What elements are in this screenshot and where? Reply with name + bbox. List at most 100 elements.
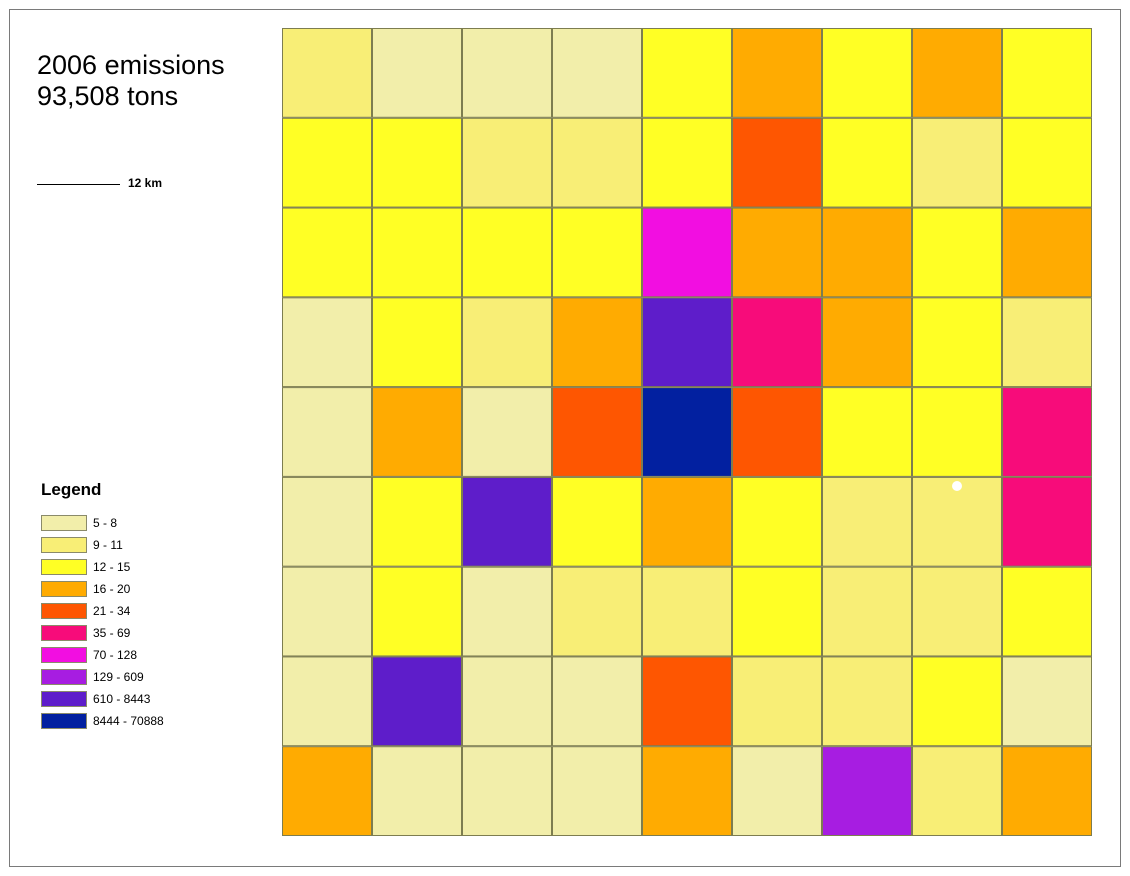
grid-cell xyxy=(462,207,552,298)
title-total-line: 93,508 tons xyxy=(37,81,179,111)
grid-cell xyxy=(642,117,732,208)
grid-cell xyxy=(552,656,642,747)
legend-swatch xyxy=(41,647,87,663)
legend-swatch xyxy=(41,713,87,729)
grid-cell xyxy=(372,117,462,208)
legend-swatch xyxy=(41,581,87,597)
legend-swatch xyxy=(41,537,87,553)
grid-cell xyxy=(552,476,642,567)
legend-entry: 610 - 8443 xyxy=(41,688,150,710)
legend-entry: 16 - 20 xyxy=(41,578,130,600)
grid-cell xyxy=(822,117,912,208)
grid-cell xyxy=(282,476,372,567)
grid-cell xyxy=(462,117,552,208)
grid-cell xyxy=(822,566,912,657)
scale-bar-label: 12 km xyxy=(128,176,163,190)
grid-cell xyxy=(282,297,372,388)
grid-cell xyxy=(1002,746,1092,836)
grid-cell xyxy=(372,387,462,477)
legend-label: 610 - 8443 xyxy=(93,692,151,706)
grid-cell xyxy=(1002,28,1092,118)
grid-cell xyxy=(552,387,642,477)
emissions-grid-map xyxy=(282,28,1092,836)
grid-cell xyxy=(282,28,372,118)
grid-cell xyxy=(642,28,732,118)
grid-cell xyxy=(822,746,912,836)
map-title: 2006 emissions 93,508 tons xyxy=(37,50,225,112)
grid-cell xyxy=(912,746,1002,836)
legend-label: 35 - 69 xyxy=(93,626,131,640)
title-year-line: 2006 emissions xyxy=(37,50,225,80)
legend-entries: 5 - 8 9 - 11 12 - 15 16 - 20 21 - 34 35 - 69 7… xyxy=(41,512,164,732)
grid-cell xyxy=(822,476,912,567)
grid-cell xyxy=(912,117,1002,208)
legend-swatch xyxy=(41,625,87,641)
grid-cell xyxy=(642,297,732,388)
grid-cell xyxy=(1002,117,1092,208)
grid-cell xyxy=(282,207,372,298)
legend-label: 129 - 609 xyxy=(93,670,144,684)
grid-cell xyxy=(552,746,642,836)
legend-label: 21 - 34 xyxy=(93,604,131,618)
grid-cell xyxy=(282,746,372,836)
legend-entry: 12 - 15 xyxy=(41,556,130,578)
grid-cell xyxy=(372,476,462,567)
legend-entry: 8444 - 70888 xyxy=(41,710,164,732)
grid-cell xyxy=(912,656,1002,747)
grid-cell xyxy=(732,28,822,118)
grid-cell xyxy=(912,207,1002,298)
grid-cell xyxy=(462,746,552,836)
grid-cell xyxy=(462,476,552,567)
legend-label: 12 - 15 xyxy=(93,560,131,574)
legend-label: 5 - 8 xyxy=(93,516,118,530)
grid-cell xyxy=(732,117,822,208)
legend-label: 8444 - 70888 xyxy=(93,714,164,728)
legend-label: 9 - 11 xyxy=(93,538,123,552)
legend: Legend 5 - 8 9 - 11 12 - 15 16 - 20 21 - 34 3… xyxy=(41,480,164,732)
grid-cell xyxy=(282,566,372,657)
grid-cell xyxy=(552,28,642,118)
grid-cell xyxy=(912,387,1002,477)
grid-cell xyxy=(912,28,1002,118)
grid-cell xyxy=(462,656,552,747)
legend-entry: 129 - 609 xyxy=(41,666,144,688)
legend-title: Legend xyxy=(41,480,102,499)
grid-cell xyxy=(372,297,462,388)
grid-cell xyxy=(822,28,912,118)
grid-cell xyxy=(822,387,912,477)
grid-cell xyxy=(822,297,912,388)
grid-cell xyxy=(642,387,732,477)
grid-cell xyxy=(552,207,642,298)
grid-cell xyxy=(1002,297,1092,388)
grid-cell xyxy=(912,476,1002,567)
grid-cell xyxy=(372,656,462,747)
grid-cell xyxy=(822,207,912,298)
legend-entry: 9 - 11 xyxy=(41,534,123,556)
grid-cell xyxy=(462,387,552,477)
grid-cell xyxy=(642,656,732,747)
grid-cell xyxy=(1002,476,1092,567)
legend-swatch xyxy=(41,515,87,531)
legend-label: 16 - 20 xyxy=(93,582,131,596)
grid-cell xyxy=(912,297,1002,388)
grid-cell xyxy=(372,746,462,836)
grid-cell xyxy=(732,566,822,657)
legend-swatch xyxy=(41,559,87,575)
grid-cell xyxy=(1002,387,1092,477)
legend-swatch xyxy=(41,691,87,707)
grid-cell xyxy=(732,207,822,298)
grid-cell xyxy=(552,566,642,657)
grid-cell xyxy=(552,117,642,208)
legend-swatch xyxy=(41,669,87,685)
grid-cell xyxy=(282,387,372,477)
grid-cell xyxy=(642,566,732,657)
emissions-grid xyxy=(282,28,1092,836)
legend-entry: 21 - 34 xyxy=(41,600,130,622)
grid-cell xyxy=(732,297,822,388)
legend-swatch xyxy=(41,603,87,619)
grid-cell xyxy=(372,28,462,118)
grid-cell xyxy=(732,387,822,477)
grid-cell xyxy=(732,746,822,836)
grid-cell xyxy=(462,28,552,118)
grid-cell xyxy=(282,117,372,208)
